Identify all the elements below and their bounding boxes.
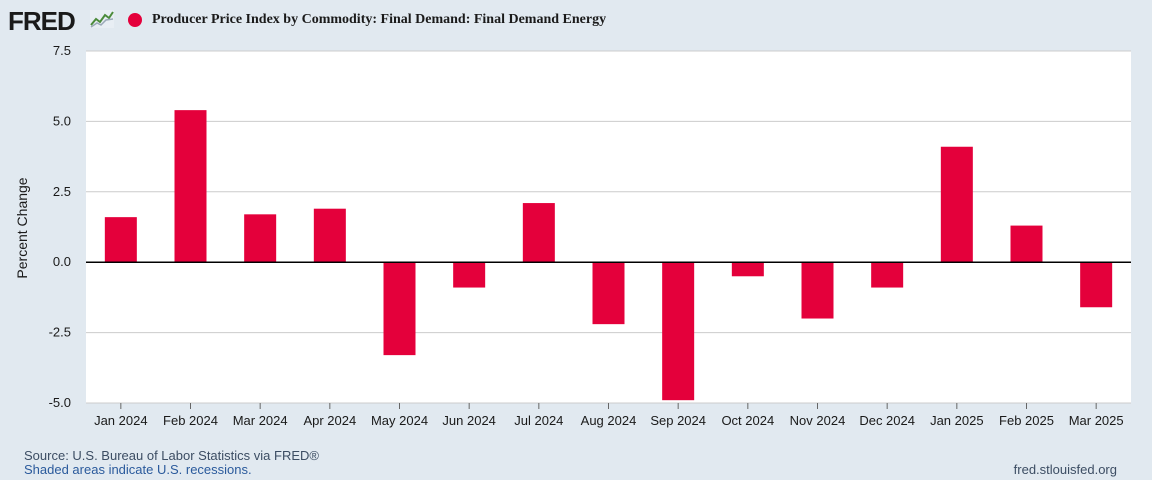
bars xyxy=(86,110,1131,401)
x-tick-label: May 2024 xyxy=(371,413,428,428)
x-tick-label: Feb 2025 xyxy=(999,413,1054,428)
y-axis-ticks: 7.5 5.0 2.5 0.0 -2.5 -5.0 xyxy=(49,43,71,410)
bar-feb-2025[interactable] xyxy=(1010,225,1043,263)
y-tick-label: 5.0 xyxy=(53,113,71,128)
plot-area xyxy=(86,51,1131,403)
bar-oct-2024[interactable] xyxy=(731,262,764,277)
recession-note: Shaded areas indicate U.S. recessions. xyxy=(24,462,252,477)
x-tick-label: Aug 2024 xyxy=(581,413,637,428)
x-tick-label: Mar 2024 xyxy=(233,413,288,428)
legend-marker xyxy=(128,13,142,27)
x-axis-ticks: Jan 2024 Feb 2024 Mar 2024 Apr 2024 May 2024… xyxy=(94,403,1124,428)
x-tick-label: Apr 2024 xyxy=(303,413,356,428)
y-tick-label: 0.0 xyxy=(53,254,71,269)
bar-jun-2024[interactable] xyxy=(453,262,486,288)
x-tick-label: Feb 2024 xyxy=(163,413,218,428)
x-tick-label: Dec 2024 xyxy=(859,413,915,428)
bar-feb-2024[interactable] xyxy=(174,110,207,263)
y-axis-title: Percent Change xyxy=(14,177,30,278)
y-tick-label: 2.5 xyxy=(53,184,71,199)
bar-jan-2024[interactable] xyxy=(104,217,137,263)
chart-title: Producer Price Index by Commodity: Final… xyxy=(152,12,607,27)
site-url[interactable]: fred.stlouisfed.org xyxy=(1013,462,1117,477)
y-tick-label: 7.5 xyxy=(53,43,71,58)
y-tick-label: -2.5 xyxy=(49,325,71,340)
bar-jul-2024[interactable] xyxy=(522,203,555,263)
bar-jan-2025[interactable] xyxy=(940,146,973,263)
source-text: Source: U.S. Bureau of Labor Statistics … xyxy=(24,448,319,463)
x-tick-label: Jul 2024 xyxy=(514,413,563,428)
x-tick-label: Oct 2024 xyxy=(721,413,774,428)
x-tick-label: Jan 2025 xyxy=(930,413,984,428)
bar-nov-2024[interactable] xyxy=(801,262,834,319)
fred-chart-logo-icon xyxy=(90,10,114,28)
x-tick-label: Jun 2024 xyxy=(442,413,496,428)
x-tick-label: Sep 2024 xyxy=(650,413,706,428)
x-tick-label: Nov 2024 xyxy=(790,413,846,428)
bar-may-2024[interactable] xyxy=(383,262,416,356)
bar-mar-2025[interactable] xyxy=(1080,262,1113,308)
x-tick-label: Mar 2025 xyxy=(1069,413,1124,428)
y-tick-label: -5.0 xyxy=(49,395,71,410)
chart-header: FRED Producer Price Index by Commodity: … xyxy=(0,0,1152,40)
bar-apr-2024[interactable] xyxy=(313,208,346,263)
bar-dec-2024[interactable] xyxy=(871,262,904,288)
bar-aug-2024[interactable] xyxy=(592,262,625,325)
x-tick-label: Jan 2024 xyxy=(94,413,148,428)
bar-mar-2024[interactable] xyxy=(244,214,277,263)
fred-logo[interactable]: FRED xyxy=(8,6,76,36)
bar-sep-2024[interactable] xyxy=(662,262,695,401)
